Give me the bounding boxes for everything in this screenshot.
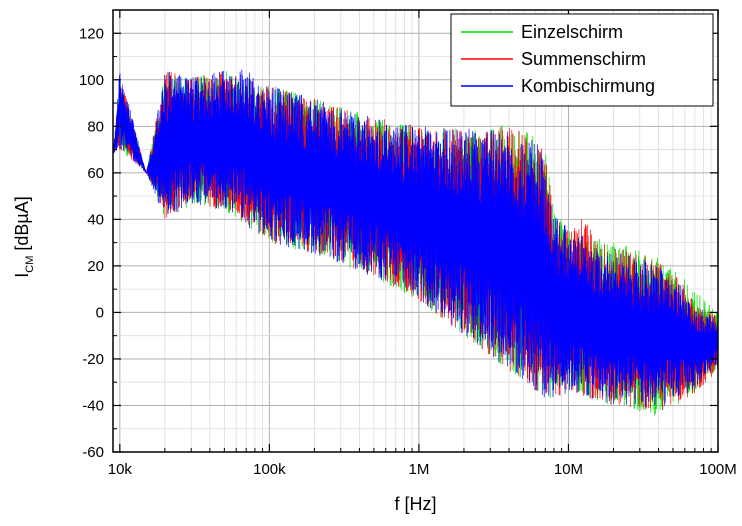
y-tick-label: -20 <box>82 351 104 368</box>
legend-item-kombischirmung: Kombischirmung <box>461 76 655 96</box>
y-tick-label: -40 <box>82 397 104 414</box>
y-axis-title-sub: CM <box>24 256 36 273</box>
legend-label-einzelschirm: Einzelschirm <box>521 22 623 42</box>
y-axis-title-main: I <box>12 273 32 278</box>
x-tick-label: 100M <box>699 461 737 478</box>
x-tick-label: 10M <box>554 461 583 478</box>
y-tick-label: 100 <box>79 72 104 89</box>
y-tick-label: -60 <box>82 444 104 461</box>
series-line-kombischirmung <box>112 69 719 408</box>
x-axis-title: f [Hz] <box>394 494 436 514</box>
legend-item-einzelschirm: Einzelschirm <box>461 22 623 42</box>
y-tick-label: 40 <box>87 211 104 228</box>
y-tick-label: 0 <box>96 304 104 321</box>
plot-frame <box>112 9 719 453</box>
legend-label-summenschirm: Summenschirm <box>521 49 646 69</box>
legend-box <box>450 13 714 107</box>
legend-item-summenschirm: Summenschirm <box>461 49 646 69</box>
y-tick-label: 120 <box>79 25 104 42</box>
y-axis-title: ICM [dBµA] <box>12 196 36 278</box>
y-tick-label: 80 <box>87 118 104 135</box>
legend-label-kombischirmung: Kombischirmung <box>521 76 655 96</box>
y-tick-label: 60 <box>87 165 104 182</box>
y-tick-label: 20 <box>87 258 104 275</box>
tick-labels: 10k 100k 1M 10M 100M -60 -40 -20 0 20 40 60 80 100 120 <box>79 25 737 478</box>
series-layer <box>112 69 719 416</box>
x-tick-label: 1M <box>408 461 429 478</box>
legend: Einzelschirm Summenschirm Kombischirmung <box>450 13 714 107</box>
x-tick-label: 100k <box>253 461 286 478</box>
x-tick-label: 10k <box>108 461 133 478</box>
y-axis-title-unit: [dBµA] <box>12 196 32 255</box>
